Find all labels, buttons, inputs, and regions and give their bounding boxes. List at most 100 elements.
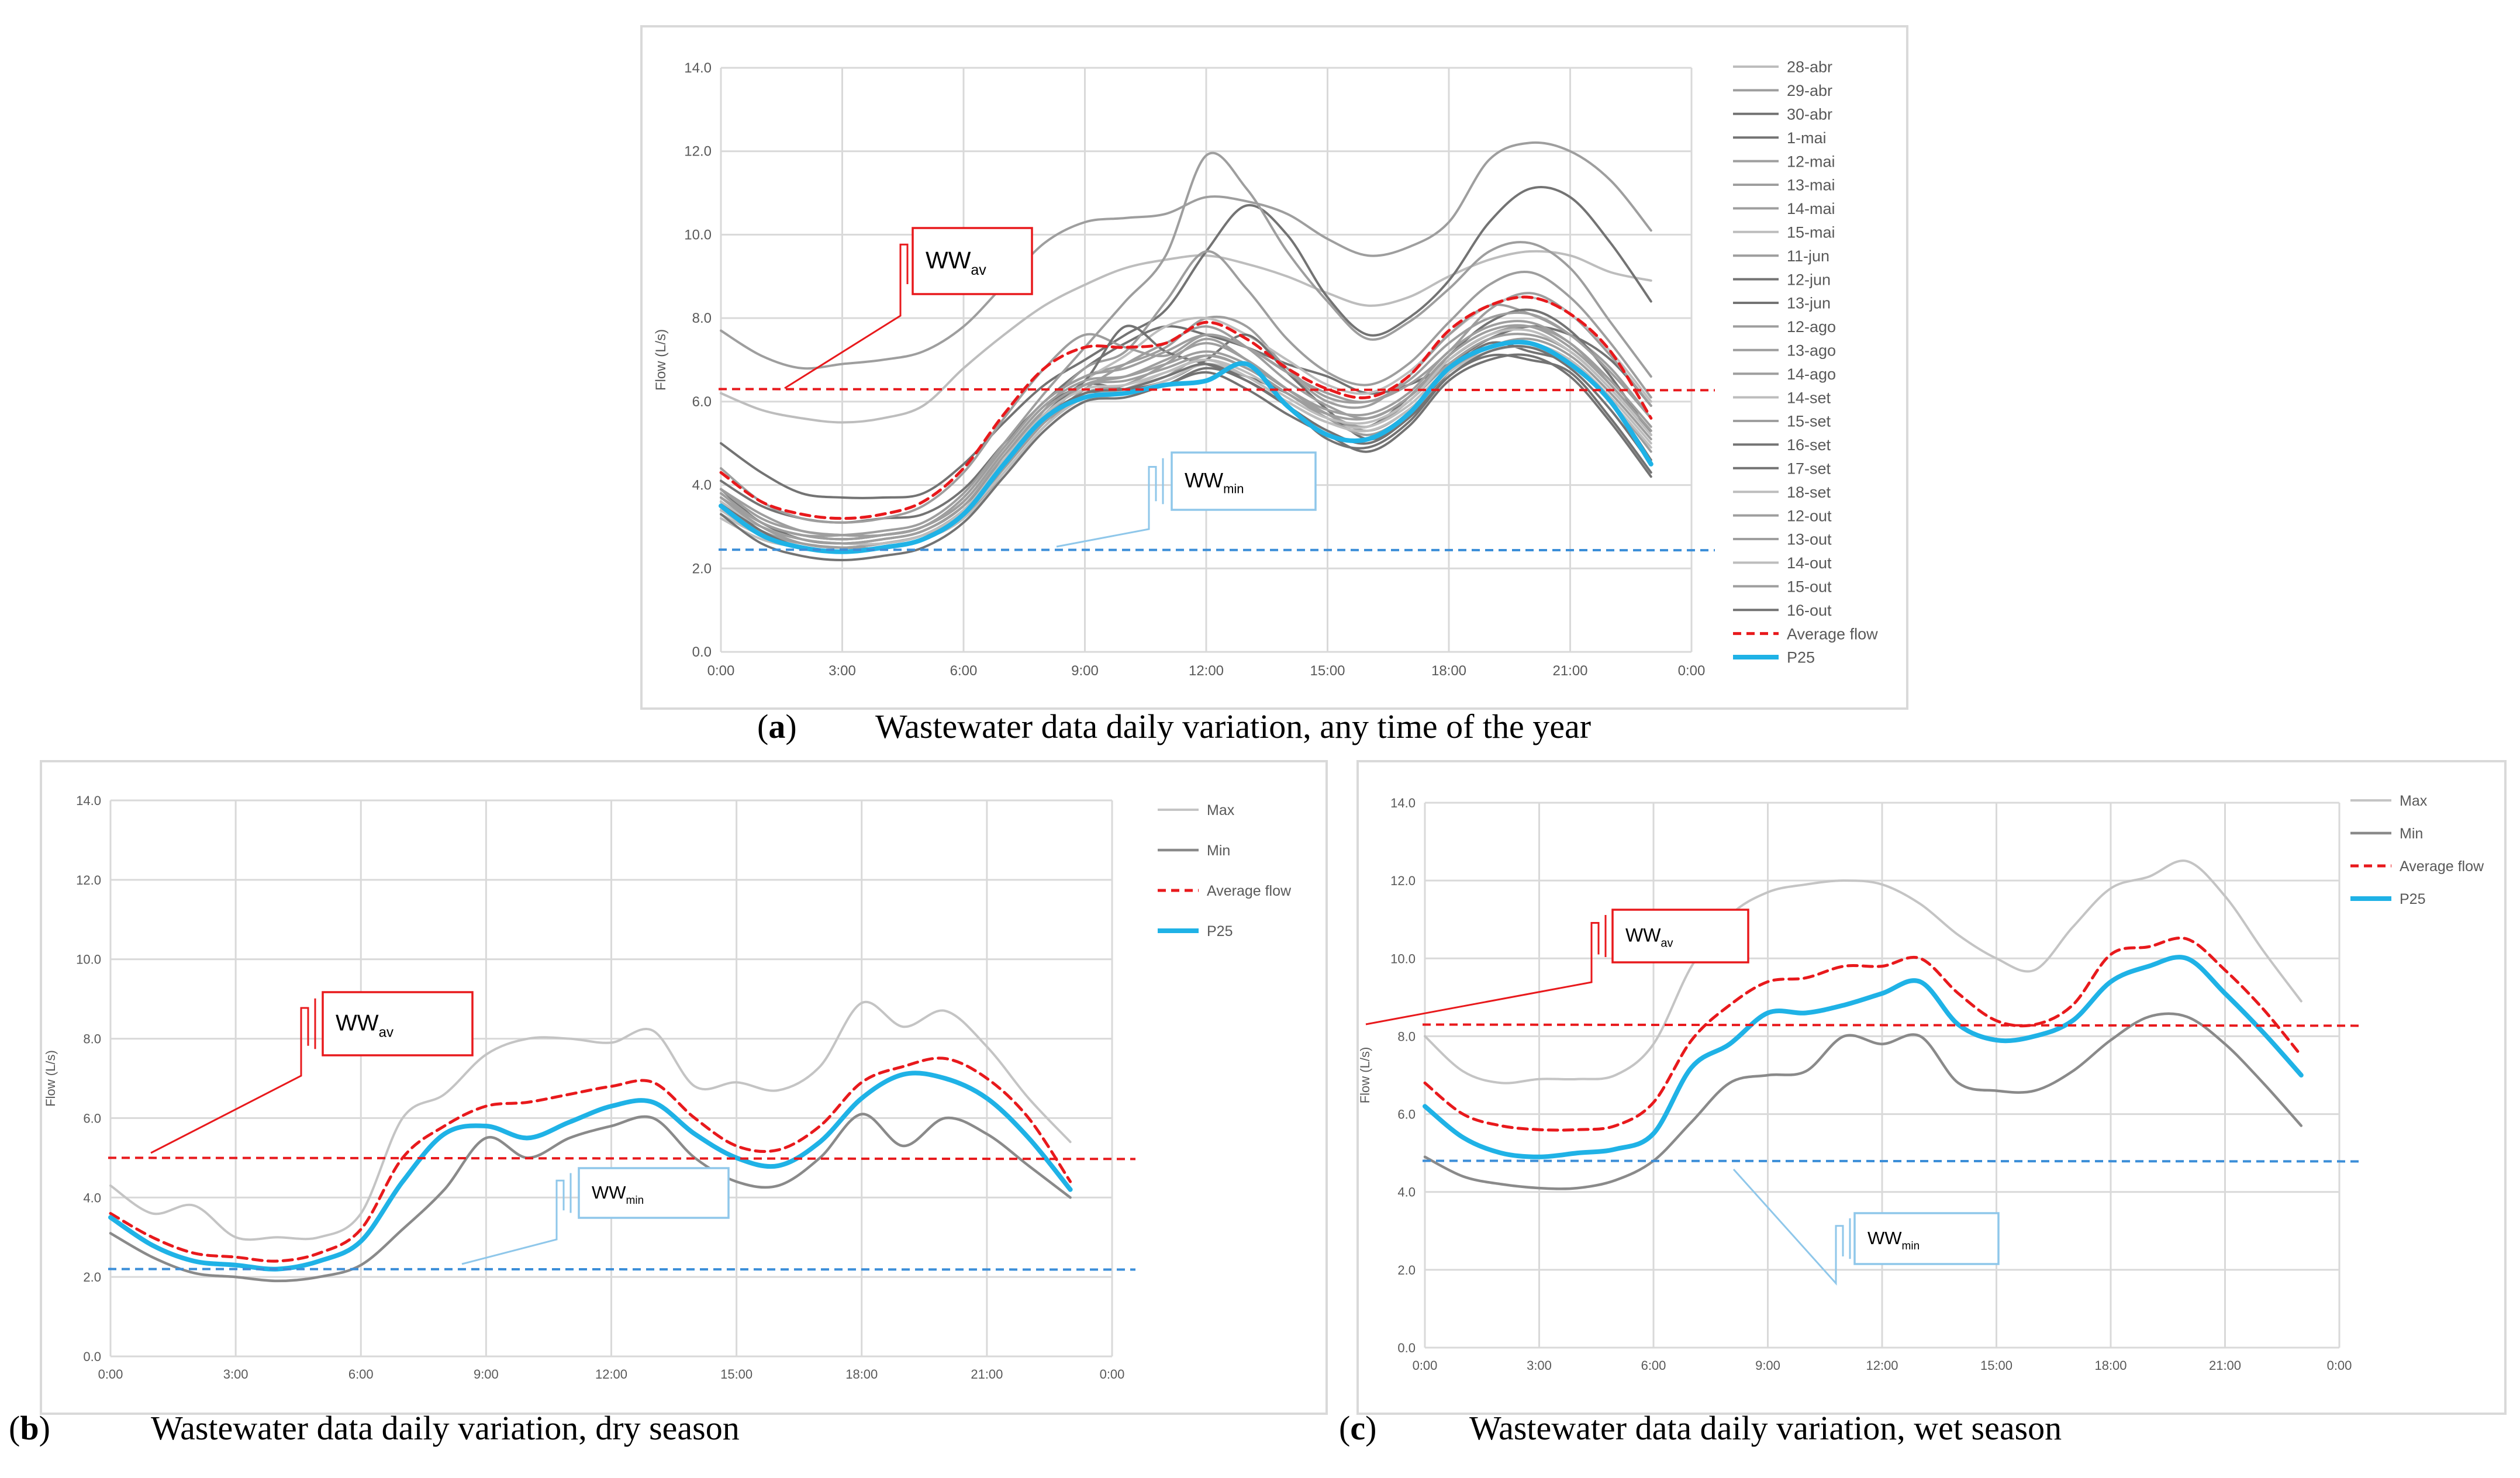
x-tick-label: 0:00: [98, 1367, 123, 1382]
legend-entry: 13-mai: [1787, 177, 1835, 194]
y-tick-label: 0.0: [692, 644, 712, 660]
x-tick-label: 18:00: [2094, 1358, 2127, 1373]
caption-label: (c): [1339, 1409, 1376, 1447]
caption-text: Wastewater data daily variation, wet sea…: [1469, 1409, 2062, 1447]
chart-frame: [40, 760, 1328, 1415]
x-tick-label: 3:00: [223, 1367, 248, 1382]
legend-entry: 14-mai: [1787, 200, 1835, 217]
series-line-29-abr: [720, 141, 1652, 370]
x-tick-label: 18:00: [1431, 663, 1466, 679]
legend-entry: 15-set: [1787, 413, 1831, 430]
legend-entry: 12-ago: [1787, 318, 1836, 336]
y-axis-label: Flow (L/s): [1358, 1047, 1372, 1104]
y-tick-label: 0.0: [1397, 1341, 1416, 1355]
series-line-min: [1423, 1012, 2303, 1190]
x-tick-label: 3:00: [829, 663, 856, 679]
wwmin-callout-leader: [1732, 1168, 1844, 1286]
y-tick-label: 0.0: [83, 1349, 101, 1364]
wwav-callout-box: [1611, 909, 1749, 964]
series-line-max: [109, 1000, 1072, 1241]
wwmin-callout-box: [1171, 451, 1317, 511]
legend-entry: Average flow: [1207, 883, 1292, 899]
y-tick-label: 12.0: [76, 873, 101, 888]
legend-entry: 11-jun: [1787, 247, 1829, 265]
wwmin-callout-label: WWmin: [592, 1182, 644, 1207]
series-line-average-flow: [109, 1056, 1072, 1263]
wwmin-callout-box: [1853, 1212, 2000, 1265]
y-tick-label: 4.0: [83, 1190, 101, 1205]
legend-entry: 13-ago: [1787, 342, 1836, 360]
x-tick-label: 9:00: [474, 1367, 499, 1382]
series-line-p25: [1423, 955, 2304, 1159]
ref-line-wwav: [1422, 1023, 2363, 1027]
legend-entry: 13-jun: [1787, 295, 1831, 312]
series-line-14-out: [720, 328, 1652, 545]
legend-entry: 15-out: [1787, 578, 1832, 596]
wwmin-callout-leader: [1056, 466, 1157, 548]
y-tick-label: 4.0: [692, 478, 712, 493]
legend-entry: 18-set: [1787, 484, 1831, 501]
y-tick-label: 6.0: [1397, 1107, 1416, 1122]
legend-entry: 14-ago: [1787, 365, 1836, 383]
series-line-30-abr: [720, 186, 1652, 499]
x-tick-label: 21:00: [2209, 1358, 2241, 1373]
legend-entry: 28-abr: [1787, 58, 1832, 76]
y-tick-label: 8.0: [692, 310, 712, 326]
legend-entry: 29-abr: [1787, 82, 1832, 99]
x-tick-label: 3:00: [1527, 1358, 1552, 1373]
legend-entry: 12-jun: [1787, 271, 1831, 288]
x-tick-label: 9:00: [1071, 663, 1099, 679]
wwav-callout-label: WWav: [336, 1011, 393, 1041]
y-tick-label: 12.0: [684, 144, 712, 160]
series-line-28-abr: [720, 250, 1652, 424]
wwmin-callout-label: WWmin: [1867, 1228, 1920, 1252]
y-tick-label: 14.0: [76, 793, 101, 808]
wwmin-callout-label: WWmin: [1185, 469, 1244, 496]
y-tick-label: 8.0: [1397, 1029, 1416, 1044]
legend-entry: 12-mai: [1787, 153, 1835, 170]
legend-entry: 16-set: [1787, 436, 1831, 454]
caption-label: (a): [757, 707, 797, 745]
y-tick-label: 10.0: [1390, 951, 1416, 966]
x-tick-label: 6:00: [1641, 1358, 1666, 1373]
y-axis-label: Flow (L/s): [43, 1050, 58, 1107]
x-tick-label: 21:00: [1552, 663, 1587, 679]
x-tick-label: 15:00: [1310, 663, 1345, 679]
series-line-p25: [719, 340, 1653, 554]
legend-entry: Min: [2400, 826, 2423, 842]
x-tick-label: 6:00: [950, 663, 978, 679]
series-line-13-out: [720, 320, 1652, 541]
legend-entry: 13-out: [1787, 531, 1832, 548]
x-tick-label: 12:00: [595, 1367, 627, 1382]
x-tick-label: 0:00: [1413, 1358, 1438, 1373]
series-line-average-flow: [719, 295, 1653, 520]
caption-text: Wastewater data daily variation, any tim…: [875, 707, 1591, 745]
caption-label: (b): [9, 1409, 50, 1447]
legend-entry: Max: [2400, 793, 2428, 809]
chart-panel-a: 0.0 2.0 4.0 6.0 8.0 10.0 12.0 14.0 0:00 3:00 6:00 9…: [640, 25, 1908, 745]
y-tick-label: 10.0: [76, 952, 101, 967]
x-tick-label: 15:00: [720, 1367, 752, 1382]
legend-entry: 14-out: [1787, 554, 1832, 572]
y-tick-label: 14.0: [1390, 796, 1416, 810]
y-tick-label: 2.0: [1397, 1263, 1416, 1277]
x-tick-label: 12:00: [1189, 663, 1224, 679]
wwav-callout-leader: [784, 243, 909, 389]
legend-entry: Max: [1207, 802, 1235, 819]
y-tick-label: 4.0: [1397, 1185, 1416, 1200]
wwav-callout-box: [322, 991, 474, 1056]
ref-line-wwav: [108, 1156, 1136, 1161]
series-line-max: [1424, 859, 2302, 1085]
x-tick-label: 21:00: [971, 1367, 1003, 1382]
y-tick-label: 2.0: [83, 1270, 101, 1284]
legend-entry: Min: [1207, 842, 1230, 859]
chart-panel-c: 0.0 2.0 4.0 6.0 8.0 10.0 12.0 14.0 0:00 3:00 6:00 9…: [1339, 760, 2507, 1447]
wwav-callout-leader: [150, 1007, 309, 1154]
series-line-17-set: [720, 353, 1652, 561]
wwav-callout-box: [912, 227, 1033, 295]
legend-entry: 14-set: [1787, 389, 1831, 406]
series-line-average-flow: [1423, 936, 2303, 1132]
y-tick-label: 2.0: [692, 561, 712, 576]
y-tick-label: 12.0: [1390, 873, 1416, 888]
